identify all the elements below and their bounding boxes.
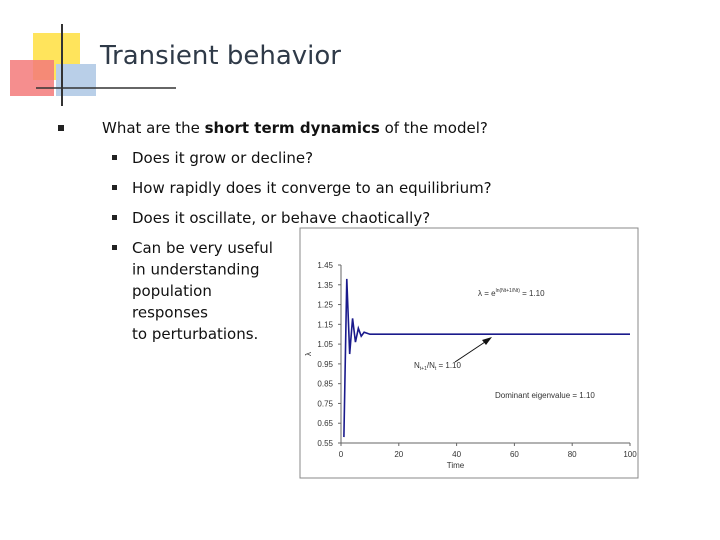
annotation-run: t: [435, 366, 437, 372]
bullet-marker: [58, 125, 64, 131]
x-tick-label: 0: [339, 450, 344, 459]
y-tick-label: 0.75: [317, 399, 333, 408]
annotation-run: ln(Nt+1/Nt): [496, 288, 521, 294]
text-run: of the model?: [380, 119, 488, 137]
y-tick-label: 0.65: [317, 419, 333, 428]
y-tick-label: 0.85: [317, 380, 333, 389]
x-tick-label: 80: [568, 450, 577, 459]
sub-bullet-text: to perturbations.: [132, 325, 258, 343]
sub-bullet-text: population: [132, 282, 212, 300]
sub-bullet-text: Can be very useful: [132, 239, 273, 257]
x-tick-label: 40: [452, 450, 461, 459]
text-run: short term dynamics: [205, 119, 380, 137]
sub-bullet-text: responses: [132, 304, 208, 322]
bullet-marker: [112, 245, 117, 250]
y-tick-label: 0.55: [317, 439, 333, 448]
arrow-head: [482, 337, 492, 345]
sub-bullet-text: How rapidly does it converge to an equil…: [132, 179, 492, 197]
y-tick-label: 1.25: [317, 301, 333, 310]
decor-square: [10, 60, 54, 96]
annotation-run: t+1: [420, 366, 427, 372]
bullet-marker: [112, 155, 117, 160]
arrow: [454, 339, 489, 363]
bullet-marker: [112, 215, 117, 220]
x-axis-label: Time: [447, 461, 465, 470]
y-tick-label: 1.05: [317, 340, 333, 349]
annotation-run: /N: [427, 361, 435, 370]
x-tick-label: 20: [394, 450, 403, 459]
annotation-run: = 1.10: [520, 289, 545, 298]
bullet-text: What are the short term dynamics of the …: [102, 119, 488, 137]
x-tick-label: 60: [510, 450, 519, 459]
sub-bullet-text: Does it oscillate, or behave chaotically…: [132, 209, 430, 227]
y-tick-label: 1.15: [317, 320, 333, 329]
sub-bullet-text: in understanding: [132, 261, 260, 279]
line-series: [343, 278, 630, 438]
x-tick-label: 100: [623, 450, 637, 459]
sub-bullet-text: Does it grow or decline?: [132, 149, 313, 167]
y-axis-label: λ: [304, 352, 313, 356]
y-tick-label: 1.35: [317, 281, 333, 290]
bullet-marker: [112, 185, 117, 190]
annotation: λ = eln(Nt+1/Nt) = 1.10: [478, 288, 545, 298]
y-tick-label: 1.45: [317, 261, 333, 270]
annotation-run: N: [414, 361, 420, 370]
annotation: Nt+1/Nt = 1.10: [414, 361, 462, 372]
annotation: Dominant eigenvalue = 1.10: [495, 391, 595, 400]
annotation-run: λ = e: [478, 289, 496, 298]
annotation-run: Dominant eigenvalue = 1.10: [495, 391, 595, 400]
slide-title: Transient behavior: [99, 41, 341, 71]
y-tick-label: 0.95: [317, 360, 333, 369]
text-run: What are the: [102, 119, 205, 137]
annotation-run: = 1.10: [436, 361, 461, 370]
